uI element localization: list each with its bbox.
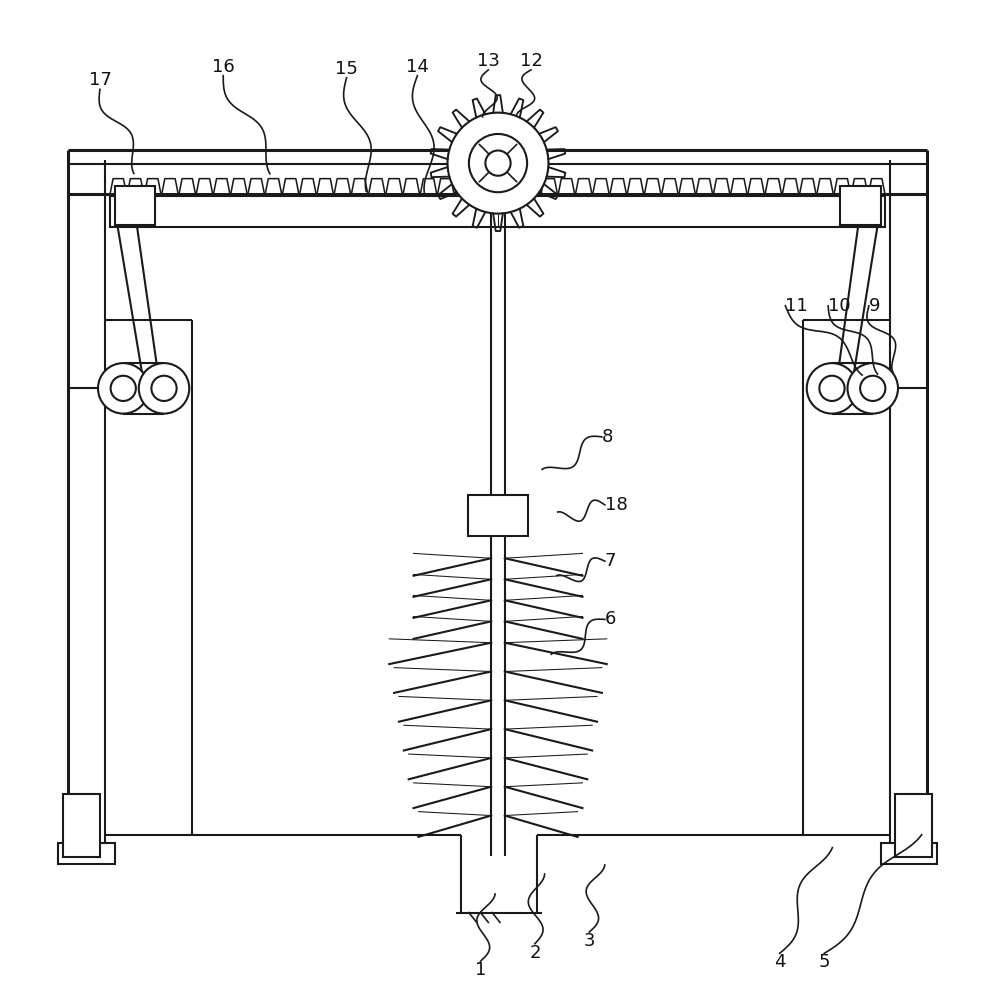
- Circle shape: [138, 363, 189, 414]
- Circle shape: [111, 376, 135, 401]
- Circle shape: [848, 363, 898, 414]
- Text: 16: 16: [212, 58, 235, 76]
- Text: 1: 1: [475, 961, 486, 979]
- Circle shape: [820, 376, 845, 401]
- Bar: [880, 843, 937, 864]
- Circle shape: [485, 150, 511, 176]
- Circle shape: [861, 376, 885, 401]
- Text: 17: 17: [89, 71, 112, 89]
- Circle shape: [469, 134, 527, 192]
- Bar: [468, 495, 528, 536]
- Bar: [110, 196, 885, 227]
- Text: 5: 5: [819, 953, 830, 971]
- Text: 7: 7: [605, 552, 617, 570]
- Text: 2: 2: [529, 944, 541, 962]
- Text: 4: 4: [774, 953, 785, 971]
- Circle shape: [98, 363, 148, 414]
- Text: 18: 18: [605, 496, 627, 514]
- Circle shape: [447, 113, 549, 214]
- Text: 10: 10: [828, 297, 851, 315]
- Text: 6: 6: [605, 610, 617, 628]
- Text: 3: 3: [584, 932, 595, 950]
- Bar: [115, 186, 155, 225]
- Text: 13: 13: [477, 52, 500, 70]
- Circle shape: [151, 376, 176, 401]
- Bar: [895, 794, 932, 857]
- Text: 15: 15: [335, 60, 358, 78]
- Bar: [840, 186, 880, 225]
- Text: 14: 14: [406, 58, 429, 76]
- Bar: [58, 843, 115, 864]
- Text: 11: 11: [786, 297, 808, 315]
- Circle shape: [807, 363, 858, 414]
- Text: 9: 9: [869, 297, 880, 315]
- Bar: [63, 794, 100, 857]
- Text: 8: 8: [602, 428, 614, 446]
- Text: 12: 12: [520, 52, 543, 70]
